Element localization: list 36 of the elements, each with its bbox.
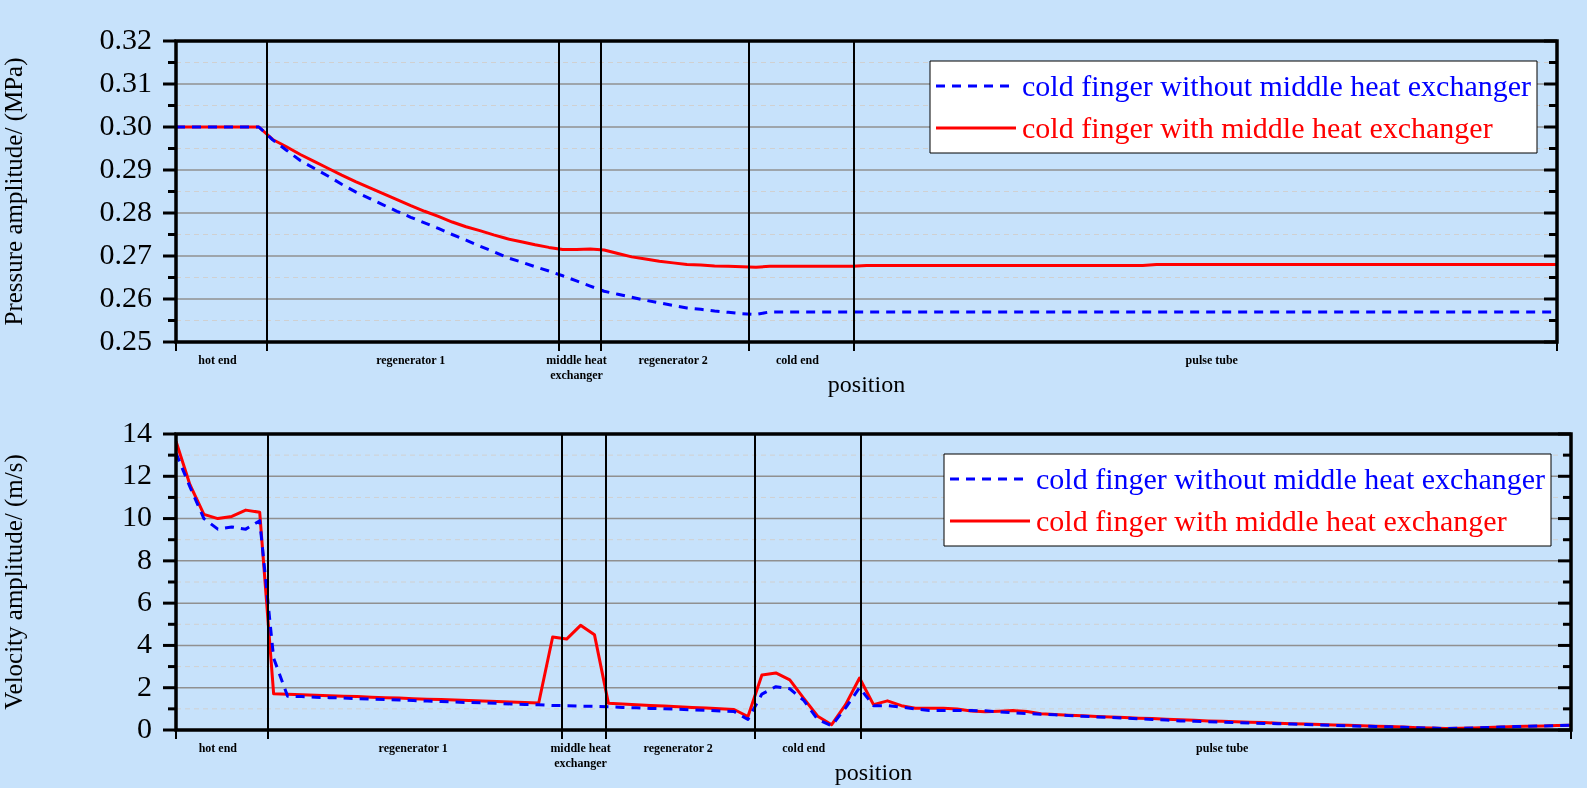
y-tick-label: 0.27 xyxy=(99,236,152,270)
x-tick-label: hot end xyxy=(198,353,237,368)
y-tick-label: 0.29 xyxy=(99,150,152,184)
x-tick-label: cold end xyxy=(775,353,820,368)
y-tick-label: 12 xyxy=(122,457,152,491)
x-tick-label: middle heat exchanger xyxy=(546,353,607,382)
x-tick-label: pulse tube xyxy=(1196,741,1250,756)
x-axis-title: position xyxy=(834,758,913,785)
legend-label: cold finger with middle heat exchanger xyxy=(1022,110,1493,144)
x-tick-label: cold end xyxy=(782,741,826,756)
y-tick-label: 0 xyxy=(137,710,152,744)
y-axis-title: Pressure amplitude/ (MPa) xyxy=(0,57,28,326)
y-axis-title: Velocity amplitude/ (m/s) xyxy=(0,454,28,710)
x-tick-label: regenerator 1 xyxy=(376,353,446,368)
x-tick-label: regenerator 2 xyxy=(643,741,713,756)
y-tick-label: 0.26 xyxy=(99,279,152,313)
legend-label: cold finger with middle heat exchanger xyxy=(1036,503,1507,537)
y-tick-label: 0.32 xyxy=(99,21,152,55)
legend-label: cold finger without middle heat exchanger xyxy=(1036,461,1546,495)
x-tick-label: regenerator 2 xyxy=(638,353,708,368)
x-tick-label: middle heat exchanger xyxy=(550,741,611,770)
y-tick-label: 0.30 xyxy=(99,107,152,141)
y-tick-label: 14 xyxy=(122,414,152,448)
y-tick-label: 2 xyxy=(137,668,152,702)
y-tick-label: 10 xyxy=(122,499,152,533)
y-tick-label: 8 xyxy=(137,541,152,575)
y-tick-label: 0.25 xyxy=(99,322,152,356)
y-tick-label: 4 xyxy=(137,626,152,660)
y-tick-label: 6 xyxy=(137,584,152,618)
y-tick-label: 0.31 xyxy=(99,64,152,98)
x-tick-label: pulse tube xyxy=(1185,353,1239,368)
x-tick-label: hot end xyxy=(198,741,238,756)
x-axis-title: position xyxy=(827,370,906,397)
x-tick-label: regenerator 1 xyxy=(378,741,448,756)
legend-label: cold finger without middle heat exchanger xyxy=(1022,68,1532,102)
y-tick-label: 0.28 xyxy=(99,193,152,227)
